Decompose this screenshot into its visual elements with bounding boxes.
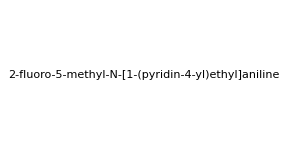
Text: 2-fluoro-5-methyl-N-[1-(pyridin-4-yl)ethyl]aniline: 2-fluoro-5-methyl-N-[1-(pyridin-4-yl)eth…: [8, 71, 280, 80]
